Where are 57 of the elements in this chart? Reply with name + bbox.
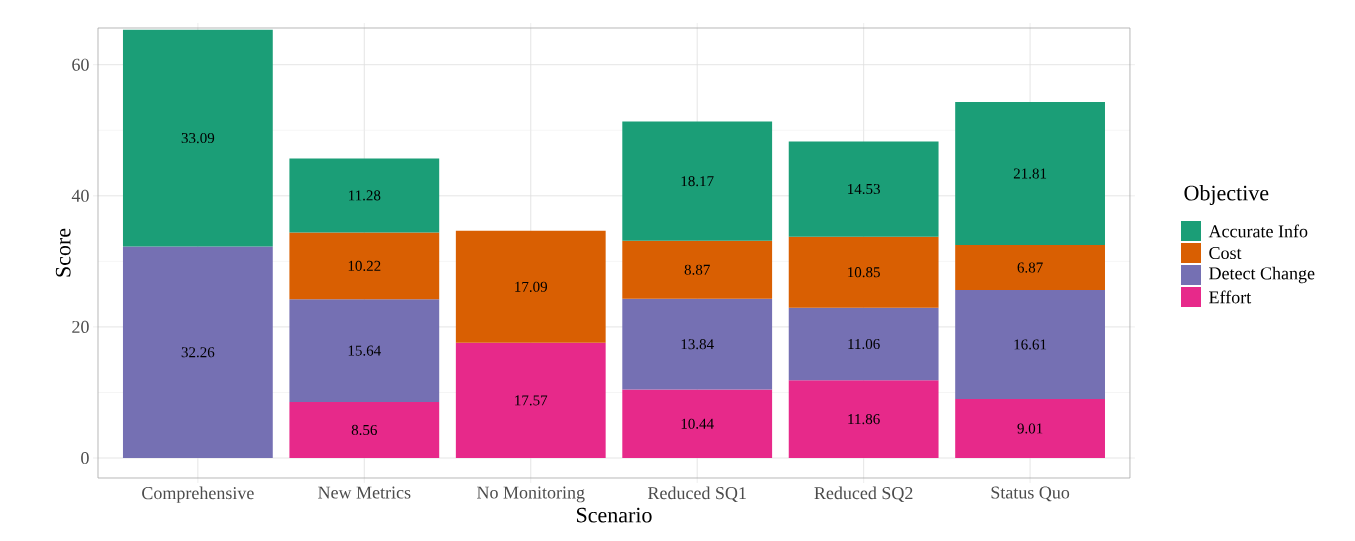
bar — [455, 342, 606, 459]
y-tick-label: 20 — [72, 320, 89, 333]
bar — [788, 236, 939, 308]
data-label: 14.53 — [848, 183, 880, 195]
bar — [788, 380, 939, 459]
data-label: 8.56 — [351, 424, 377, 436]
data-label: 11.06 — [848, 338, 880, 350]
legend-label: Detect Change — [1209, 266, 1315, 284]
bar — [955, 245, 1105, 291]
bar — [122, 246, 273, 459]
bar — [289, 232, 440, 300]
data-label: 21.81 — [1013, 168, 1047, 179]
data-label: 10.44 — [681, 418, 714, 429]
bar — [622, 240, 773, 299]
bar — [455, 230, 606, 343]
data-label: 9.01 — [1017, 423, 1043, 434]
legend-title: Objective — [1184, 185, 1269, 205]
y-tick-label: 0 — [81, 451, 89, 465]
data-label: 11.28 — [349, 190, 381, 201]
legend-label: Accurate Info — [1208, 224, 1308, 238]
bar — [788, 141, 939, 237]
bar — [289, 401, 440, 459]
legend-label: Effort — [1209, 290, 1252, 304]
data-label: 13.84 — [681, 339, 714, 350]
bar — [622, 121, 773, 241]
data-label: 8.87 — [684, 264, 710, 275]
legend-label: Cost — [1209, 246, 1242, 260]
x-tick-label: Reduced SQ1 — [647, 486, 746, 502]
x-axis-title: Scenario — [576, 507, 652, 523]
data-label: 15.64 — [348, 345, 381, 356]
data-label: 32.26 — [181, 347, 215, 358]
bar — [955, 398, 1105, 459]
data-label: 11.86 — [848, 414, 880, 425]
bar — [622, 298, 773, 390]
bar — [955, 290, 1105, 399]
bar — [289, 299, 440, 402]
bar — [622, 389, 773, 459]
y-axis-title: Score — [55, 228, 71, 277]
data-label: 18.17 — [681, 176, 714, 187]
bar — [788, 307, 939, 381]
y-tick-label: 40 — [71, 189, 89, 202]
x-tick-label: Reduced SQ2 — [814, 486, 913, 502]
x-tick-label: Comprehensive — [142, 486, 254, 503]
y-tick-label: 60 — [72, 58, 89, 71]
data-label: 10.85 — [848, 267, 880, 278]
x-tick-label: No Monitoring — [477, 486, 585, 503]
x-tick-label: New Metrics — [318, 486, 411, 499]
data-label: 17.09 — [515, 281, 548, 292]
bar — [955, 102, 1105, 246]
data-label: 17.57 — [515, 395, 548, 406]
data-label: 10.22 — [348, 260, 381, 271]
data-label: 16.61 — [1014, 339, 1047, 350]
bar — [122, 29, 273, 247]
bar — [289, 158, 440, 233]
data-label: 6.87 — [1017, 262, 1043, 273]
x-tick-label: Status Quo — [991, 486, 1070, 502]
data-label: 33.09 — [181, 132, 215, 144]
